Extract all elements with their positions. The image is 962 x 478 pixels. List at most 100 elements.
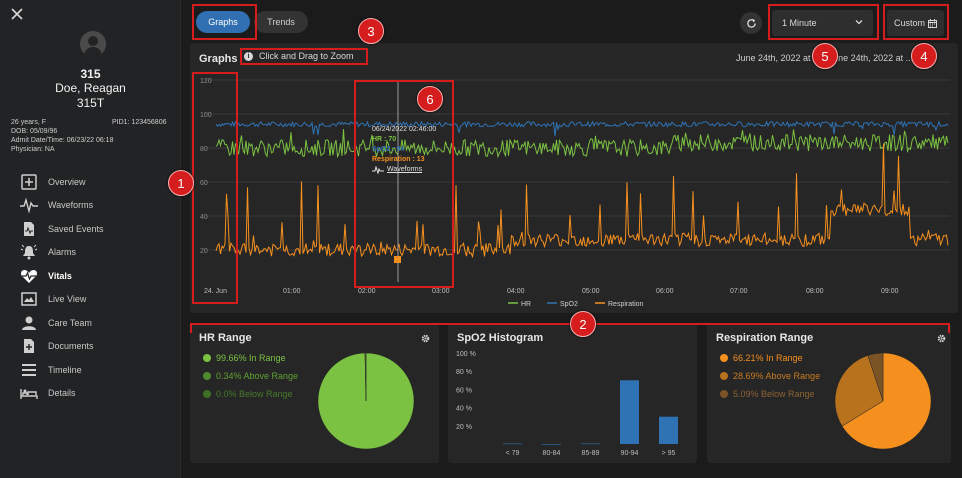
annotation-marker-3: 3 — [358, 18, 384, 44]
tooltip-hr: HR : 70 — [372, 136, 397, 143]
care-team-icon — [22, 316, 36, 330]
x-tick-label: 24. Jun — [204, 288, 227, 295]
sidebar: 315 Doe, Reagan 315T 26 years, F PID1: 1… — [0, 0, 181, 478]
sidebar-item-saved-events[interactable]: Saved Events — [20, 217, 104, 241]
waveform-icon — [20, 197, 38, 214]
hr-range-panel: HR Range 99.66% In Range 0.34% Above Ran… — [190, 323, 439, 463]
patient-pid: PID1: 123456806 — [112, 119, 167, 126]
x-tick-label: < 79 — [506, 450, 520, 457]
x-tick-label: 08:00 — [806, 288, 824, 295]
x-tick-label: 05:00 — [582, 288, 600, 295]
graph-title: Graphs — [199, 53, 238, 65]
histogram-bar[interactable] — [659, 416, 678, 444]
histogram-bar[interactable] — [581, 443, 600, 445]
y-tick-label: 100 % — [456, 351, 476, 358]
tab-trends[interactable]: Trends — [254, 11, 308, 33]
patient-name: Doe, Reagan — [55, 81, 126, 95]
legend-label: 0.0% Below Range — [216, 389, 293, 399]
respiration-series-line — [215, 143, 949, 259]
patient-bed: 315 — [80, 67, 101, 81]
pie-slice[interactable] — [867, 352, 884, 402]
gear-icon[interactable] — [421, 334, 430, 343]
patient-dob: DOB: 05/09/96 — [11, 128, 58, 135]
y-tick-label: 80 — [200, 146, 208, 153]
spo2-histogram-panel: SpO2 Histogram 100 % 80 % 60 % 40 % 20 % < 79… — [448, 323, 697, 463]
x-tick-label: 80-84 — [543, 450, 561, 457]
annotation-marker-4: 4 — [911, 43, 937, 69]
x-tick-label: 07:00 — [730, 288, 748, 295]
y-tick-label: 60 % — [456, 387, 472, 394]
info-icon: i — [244, 51, 253, 61]
pie-slice[interactable] — [841, 352, 932, 450]
pie-slice[interactable] — [834, 355, 884, 427]
zoom-hint: i Click and Drag to Zoom — [244, 51, 354, 61]
sidebar-item-details[interactable]: Details — [20, 382, 104, 406]
spo2-series-line — [215, 120, 949, 137]
tooltip-respiration: Respiration : 13 — [372, 156, 425, 163]
x-tick-label: 01:00 — [283, 288, 301, 295]
sidebar-item-label: Details — [48, 388, 76, 399]
saved-events-icon — [24, 221, 34, 236]
x-tick-label: > 95 — [662, 450, 676, 457]
legend-label: 99.66% In Range — [216, 353, 286, 363]
histogram-bar[interactable] — [620, 380, 639, 444]
legend-label: 0.34% Above Range — [216, 371, 299, 381]
overview-icon — [21, 174, 37, 190]
sidebar-item-label: Live View — [48, 294, 87, 305]
histogram-bar[interactable] — [503, 443, 522, 445]
legend-below-range: 5.09% Below Range — [720, 389, 815, 399]
sidebar-item-overview[interactable]: Overview — [20, 170, 104, 194]
tooltip-spo2: SpO2 : 94 — [372, 146, 405, 153]
x-tick-label: 02:00 — [358, 288, 376, 295]
zoom-hint-text: Click and Drag to Zoom — [259, 51, 354, 61]
x-tick-label: 06:00 — [656, 288, 674, 295]
interval-select-value: 1 Minute — [782, 18, 817, 28]
sidebar-item-care-team[interactable]: Care Team — [20, 311, 104, 335]
x-tick-label: 85-89 — [582, 450, 600, 457]
patient-room: 315T — [76, 96, 105, 110]
sidebar-item-live-view[interactable]: Live View — [20, 288, 104, 312]
graph-panel — [190, 43, 958, 313]
refresh-button[interactable] — [740, 12, 762, 34]
sidebar-item-waveforms[interactable]: Waveforms — [20, 194, 104, 218]
calendar-icon — [928, 18, 937, 28]
legend-label[interactable]: SpO2 — [560, 301, 578, 308]
x-tick-label: 04:00 — [507, 288, 525, 295]
respiration-hover-point — [394, 256, 401, 263]
sidebar-item-timeline[interactable]: Timeline — [20, 358, 104, 382]
sidebar-item-label: Saved Events — [48, 223, 104, 234]
annotation-marker-5: 5 — [812, 43, 838, 69]
sidebar-item-alarms[interactable]: Alarms — [20, 241, 104, 265]
legend-label[interactable]: HR — [521, 301, 531, 308]
pie-slice[interactable] — [364, 352, 367, 402]
legend-label[interactable]: Respiration — [608, 301, 644, 308]
gear-icon[interactable] — [937, 334, 946, 343]
close-icon[interactable] — [10, 7, 24, 21]
tab-graphs[interactable]: Graphs — [196, 11, 250, 33]
custom-range-button[interactable]: Custom — [887, 10, 944, 36]
patient-admit: Admit Date/Time: 06/23/22 06:18 — [11, 137, 114, 144]
sidebar-item-label: Alarms — [48, 247, 77, 258]
waveforms-link[interactable]: Waveforms — [372, 165, 454, 175]
interval-select[interactable]: 1 Minute — [772, 10, 873, 36]
refresh-icon — [746, 18, 756, 28]
spo2-histogram-title: SpO2 Histogram — [457, 332, 544, 344]
sidebar-item-documents[interactable]: Documents — [20, 335, 104, 359]
x-tick-label: 09:00 — [881, 288, 899, 295]
vitals-line-chart[interactable]: 20 40 60 80 100 120 24. Jun 01:00 02:00 03:00 04:… — [190, 70, 958, 313]
legend-label: 28.69% Above Range — [733, 371, 821, 381]
legend-label: 5.09% Below Range — [733, 389, 815, 399]
sidebar-item-label: Timeline — [48, 364, 82, 375]
sidebar-item-label: Care Team — [48, 317, 92, 328]
sidebar-item-vitals[interactable]: Vitals — [20, 264, 104, 288]
sidebar-item-label: Overview — [48, 176, 86, 187]
x-tick-label: 03:00 — [432, 288, 450, 295]
y-tick-label: 60 — [200, 180, 208, 187]
histogram-bar[interactable] — [542, 444, 561, 445]
waveform-icon — [372, 166, 384, 174]
legend-above-range: 28.69% Above Range — [720, 371, 820, 381]
hr-range-pie — [317, 352, 415, 450]
respiration-range-pie — [834, 352, 932, 450]
y-tick-label: 40 % — [456, 406, 472, 413]
